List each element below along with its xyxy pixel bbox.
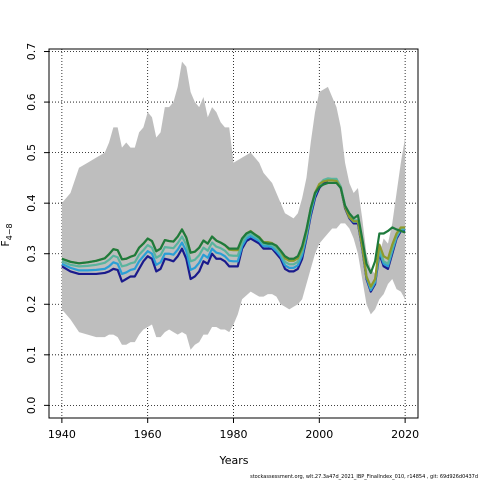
y-tick-label: 0.0: [25, 397, 38, 415]
confidence-band: [61, 61, 406, 350]
x-tick-label: 2020: [391, 428, 419, 441]
y-axis-title-subscript: 4−8: [5, 223, 14, 240]
x-tick-label: 1980: [220, 428, 248, 441]
x-tick-label: 1940: [48, 428, 76, 441]
y-tick-label: 0.7: [25, 43, 38, 61]
y-tick-label: 0.5: [25, 144, 38, 162]
x-tick-label: 2000: [305, 428, 333, 441]
x-axis: 1940 1960 1980 2000 2020: [48, 418, 419, 441]
y-tick-label: 0.6: [25, 93, 38, 111]
y-axis-title-main: F: [0, 240, 12, 246]
y-tick-label: 0.3: [25, 245, 38, 263]
y-axis: 0.0 0.1 0.2 0.3 0.4 0.5 0.6 0.7: [25, 43, 49, 414]
series-lines: [61, 177, 406, 293]
y-tick-label: 0.2: [25, 296, 38, 314]
x-tick-label: 1960: [134, 428, 162, 441]
footer-note: stockassessment.org, wlt.27.3a47d_2021_I…: [250, 474, 478, 480]
y-axis-title: F4−8: [0, 223, 14, 246]
y-tick-label: 0.4: [25, 194, 38, 212]
series-line-5: [61, 181, 406, 275]
y-tick-label: 0.1: [25, 346, 38, 364]
x-axis-title: Years: [218, 454, 248, 467]
